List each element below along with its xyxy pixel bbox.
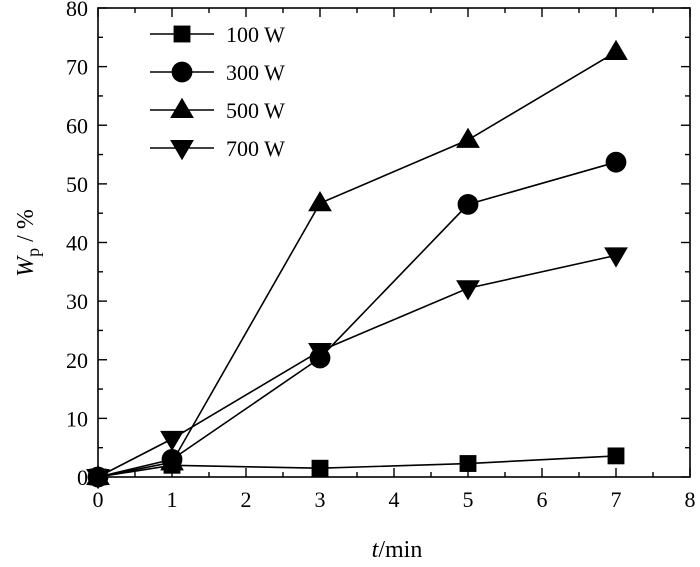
legend-marker — [173, 25, 191, 43]
y-tick-label: 70 — [66, 55, 88, 80]
x-axis-label: t/min — [372, 537, 423, 563]
y-tick-label: 20 — [66, 348, 88, 373]
y-tick-label: 10 — [66, 406, 88, 431]
x-tick-label: 3 — [315, 487, 326, 512]
x-tick-label: 6 — [537, 487, 548, 512]
data-point — [160, 430, 184, 452]
series-700w — [86, 247, 628, 490]
legend-label: 300 W — [226, 60, 285, 85]
series-layer — [86, 39, 628, 490]
series-line — [97, 161, 617, 478]
x-tick-label: 0 — [93, 487, 104, 512]
series-500w — [86, 39, 628, 485]
x-tick-label: 8 — [685, 487, 696, 512]
legend-label: 500 W — [226, 98, 285, 123]
data-point — [308, 191, 332, 212]
data-point — [604, 247, 628, 268]
y-tick-label: 40 — [66, 231, 88, 256]
x-tick-label: 1 — [167, 487, 178, 512]
data-point — [457, 193, 479, 215]
y-tick-label: 30 — [66, 289, 88, 314]
legend-label: 100 W — [226, 22, 285, 47]
y-tick-label: 80 — [66, 0, 88, 21]
legend-item: 500 W — [150, 97, 285, 123]
data-point — [160, 450, 184, 471]
legend-label: 700 W — [226, 136, 285, 161]
y-tick-label: 0 — [77, 465, 88, 490]
data-point — [604, 39, 628, 60]
y-tick-label: 50 — [66, 172, 88, 197]
data-point — [456, 280, 480, 301]
legend: 100 W 300 W 500 W 700 W — [150, 22, 285, 161]
x-tick-label: 7 — [611, 487, 622, 512]
data-point — [308, 342, 332, 364]
legend-marker — [171, 61, 193, 83]
data-point — [605, 151, 627, 173]
x-tick-label: 2 — [241, 487, 252, 512]
legend-item: 700 W — [150, 136, 285, 161]
plot-frame — [97, 7, 691, 478]
x-tick-label: 4 — [389, 487, 400, 512]
legend-item: 100 W — [150, 22, 285, 47]
x-tick-label: 5 — [463, 487, 474, 512]
data-point — [456, 127, 480, 148]
legend-marker — [170, 140, 194, 161]
legend-item: 300 W — [150, 60, 285, 85]
legend-marker — [170, 97, 194, 118]
data-point — [86, 469, 110, 490]
data-point — [607, 447, 625, 465]
data-point — [459, 455, 477, 472]
data-point — [311, 459, 329, 477]
y-axis-label: Wp / % — [13, 209, 43, 277]
y-tick-label: 60 — [66, 113, 88, 138]
